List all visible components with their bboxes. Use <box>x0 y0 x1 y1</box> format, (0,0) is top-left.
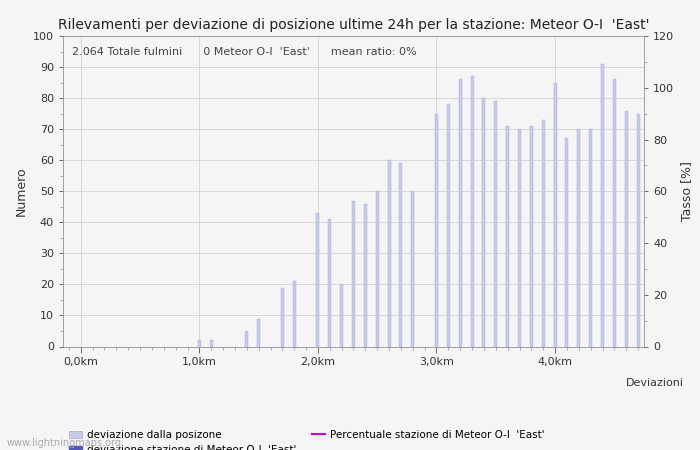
Bar <box>412 191 414 346</box>
Text: www.lightningmaps.org: www.lightningmaps.org <box>7 438 122 448</box>
Bar <box>257 319 260 346</box>
Bar <box>482 98 485 346</box>
Bar <box>340 284 343 346</box>
Bar <box>293 281 295 346</box>
Bar <box>696 123 699 346</box>
Bar <box>447 104 450 346</box>
Bar <box>364 204 367 346</box>
Bar <box>328 219 331 346</box>
Bar <box>458 80 462 346</box>
Legend: deviazione dalla posizone, deviazione stazione di Meteor O-I  'East', Percentual: deviazione dalla posizone, deviazione st… <box>65 426 549 450</box>
Bar <box>660 132 664 346</box>
Bar <box>281 288 284 346</box>
Bar <box>316 213 319 346</box>
Bar <box>210 340 213 346</box>
Bar <box>578 129 580 346</box>
Bar <box>506 126 509 346</box>
Bar <box>542 120 545 346</box>
Text: 2.064 Totale fulmini      0 Meteor O-I  'East'      mean ratio: 0%: 2.064 Totale fulmini 0 Meteor O-I 'East'… <box>71 47 416 57</box>
Bar <box>601 64 604 346</box>
Bar <box>613 80 616 346</box>
Bar <box>672 67 675 346</box>
Bar <box>352 201 355 346</box>
Bar <box>684 64 687 346</box>
Y-axis label: Numero: Numero <box>15 166 27 216</box>
Title: Rilevamenti per deviazione di posizione ultime 24h per la stazione: Meteor O-I  : Rilevamenti per deviazione di posizione … <box>57 18 650 32</box>
Bar <box>589 129 592 346</box>
Bar <box>530 126 533 346</box>
Bar <box>648 129 652 346</box>
Bar <box>435 113 438 346</box>
Bar <box>198 340 201 346</box>
Bar <box>624 111 628 346</box>
Bar <box>518 129 521 346</box>
Bar <box>245 331 248 346</box>
Bar <box>400 163 402 346</box>
Bar <box>470 76 474 346</box>
Y-axis label: Tasso [%]: Tasso [%] <box>680 161 693 221</box>
Bar <box>388 160 391 346</box>
Bar <box>494 101 497 346</box>
Bar <box>554 83 556 347</box>
Bar <box>636 113 640 346</box>
Text: Deviazioni: Deviazioni <box>626 378 683 388</box>
Bar <box>376 191 379 346</box>
Bar <box>566 139 568 346</box>
